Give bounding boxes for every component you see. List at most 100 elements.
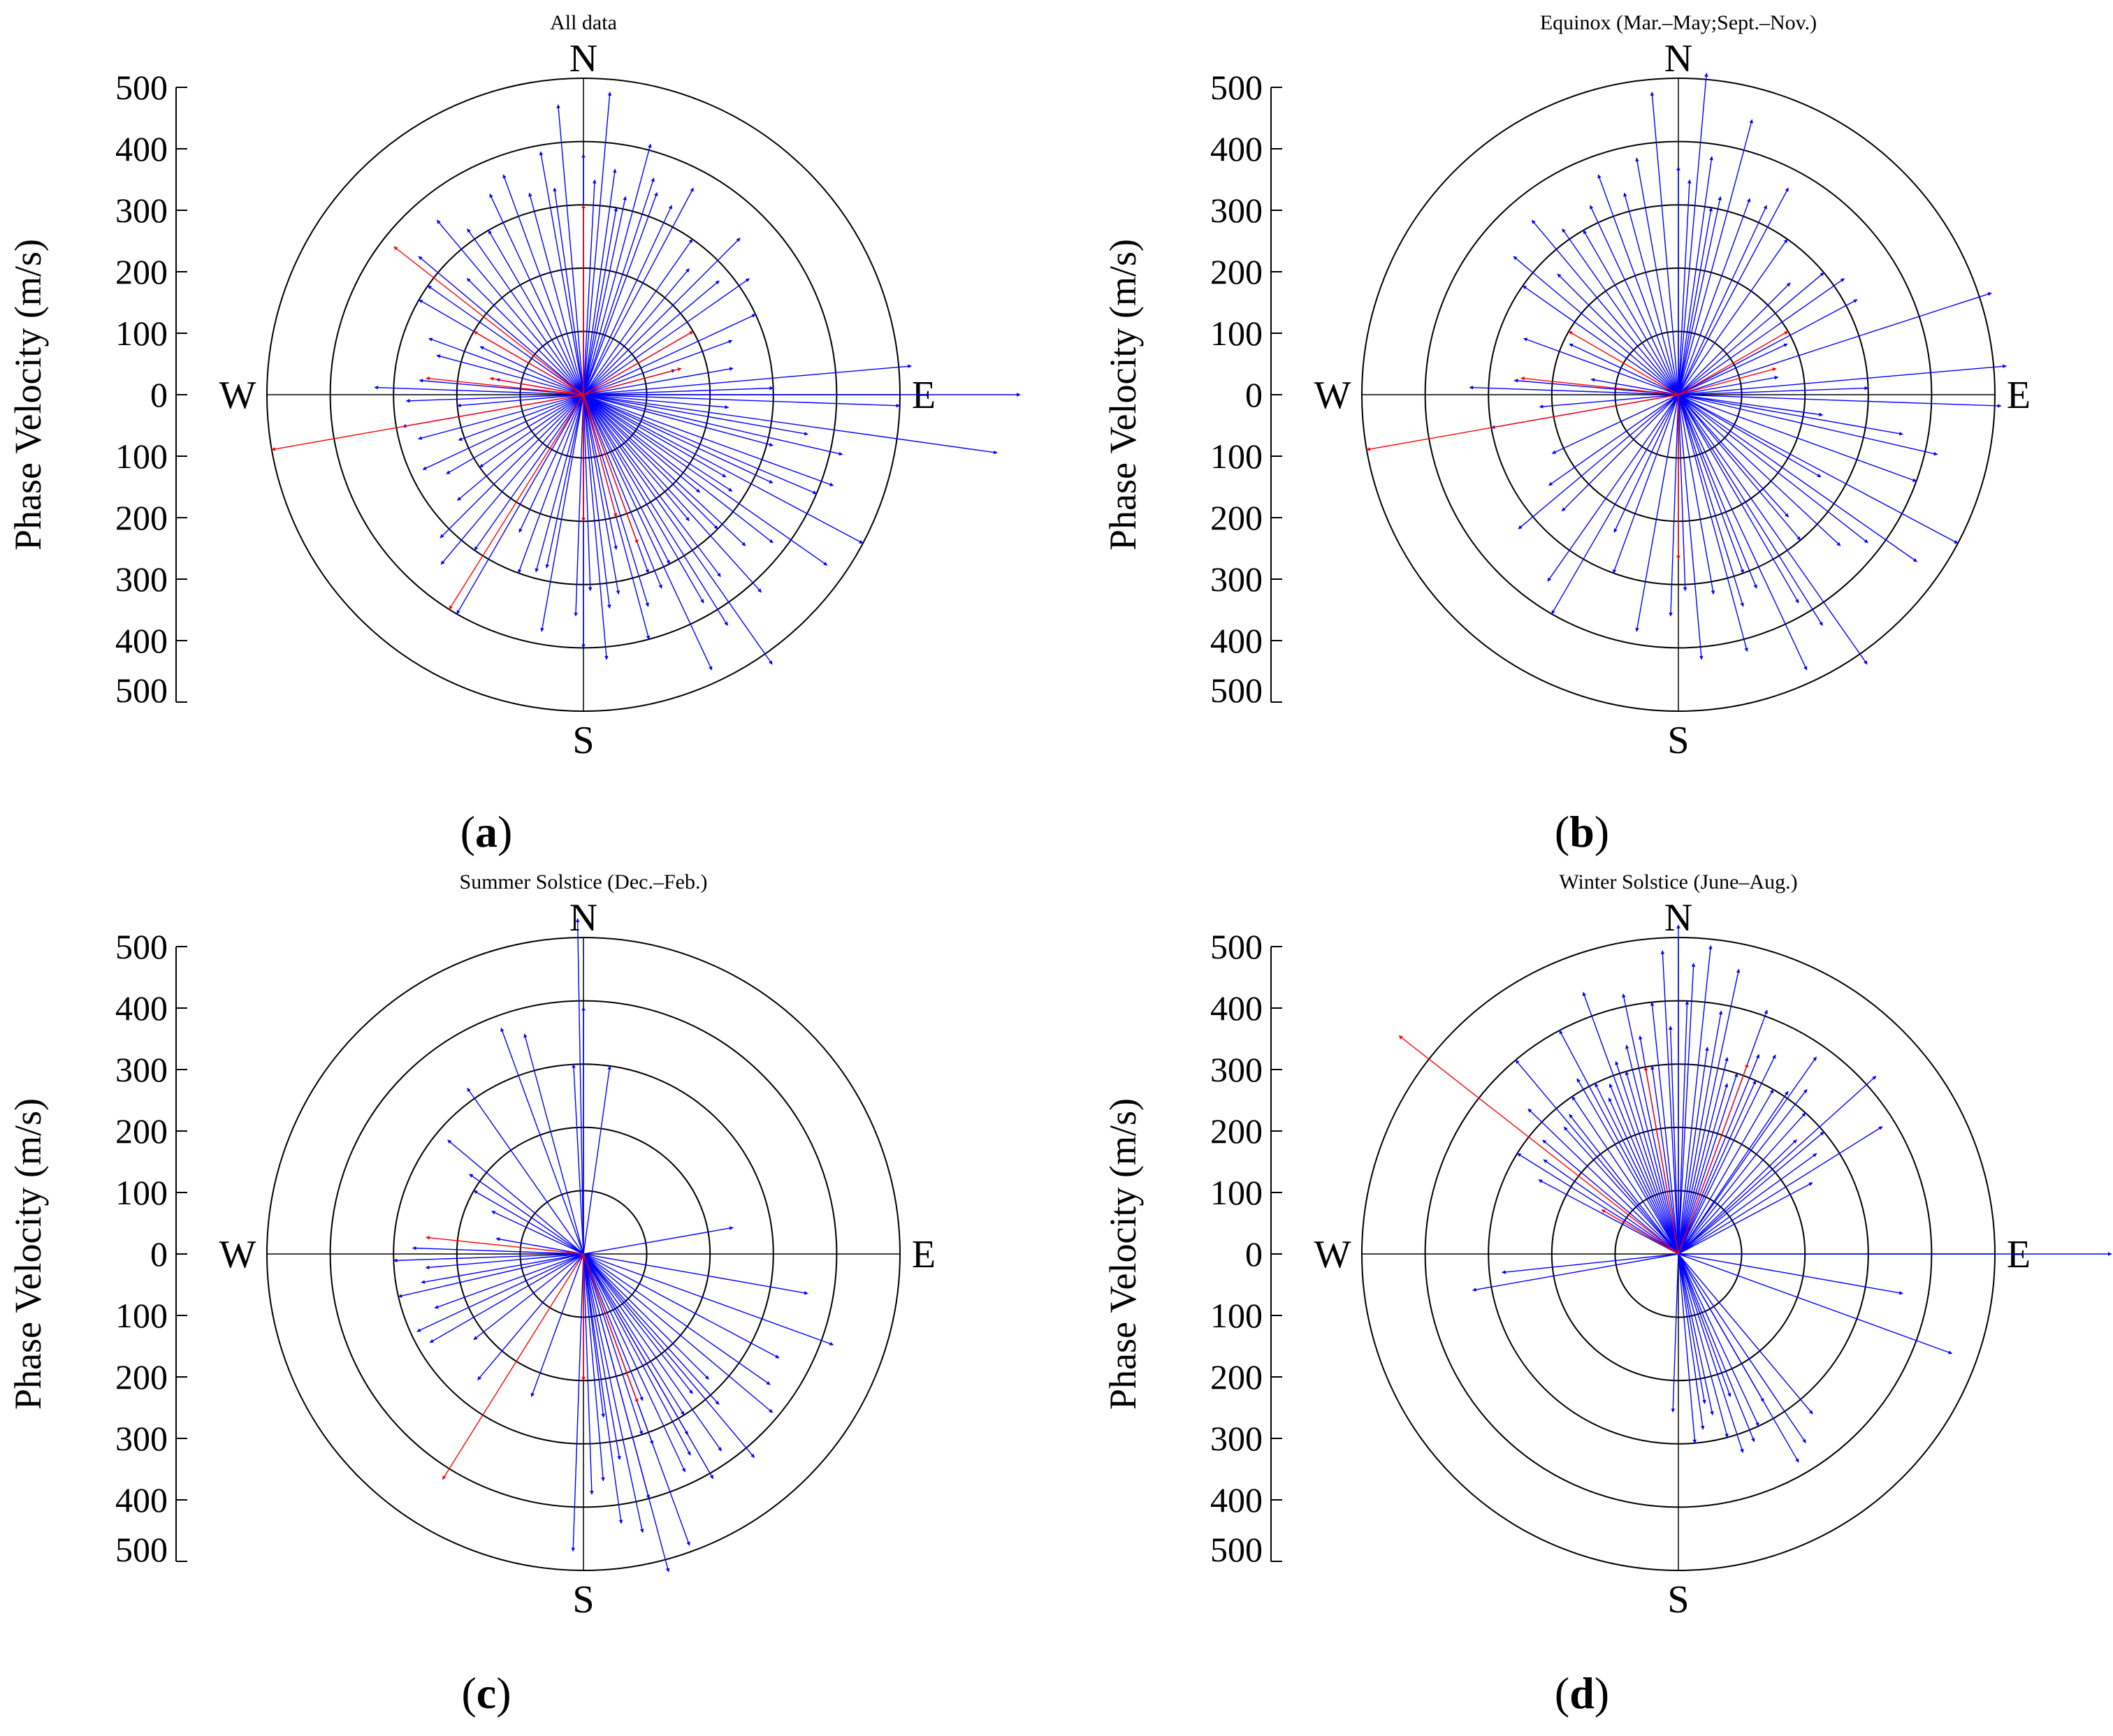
panel-a-ticks <box>176 87 187 703</box>
panel-c-tick-label: 100 <box>115 1296 168 1335</box>
panel-a-main-vector-74 <box>502 174 584 395</box>
panel-d-main-vector-18 <box>1571 1096 1679 1255</box>
panel-a-main-vector-48 <box>583 367 734 395</box>
panel-d-tick-labels: 500 400 300 200 100 0 100 200 300 400 50… <box>1210 927 1263 1569</box>
panel-b-main-vector-52 <box>1678 394 1823 626</box>
panel-a-main-vector-32 <box>583 394 774 447</box>
panel-c-main-vector-45 <box>583 1253 644 1401</box>
panel-c-tick-label: 400 <box>115 1480 168 1519</box>
panel-c-main-vector-11 <box>495 1237 584 1255</box>
panel-b-main-vector-40 <box>1678 205 1768 395</box>
panel-d-main-vector-26 <box>1542 1139 1679 1255</box>
panel-c-main-vector-8 <box>469 1174 584 1255</box>
panel-b-title: Equinox (Mar.–May;Sept.–Nov.) <box>1540 11 1817 34</box>
panel-b-main-vector-63 <box>1678 187 1789 395</box>
panel-d-plot <box>1361 924 2112 1571</box>
panel-a-north-label: N <box>569 37 597 80</box>
panel-b-ticks <box>1271 87 1282 703</box>
panel-c-main-vector-44 <box>583 1253 685 1415</box>
panel-a-tick-label: 500 <box>115 671 168 710</box>
panel-b-tick-label: 300 <box>1210 191 1263 230</box>
panel-a-main-vector-52 <box>583 394 808 436</box>
panel-b-main-vector-7 <box>1678 119 1753 395</box>
panel-b-main-vector-18 <box>1678 394 1822 478</box>
panel-d-tick-label: 300 <box>1210 1050 1263 1089</box>
panel-c-north-label: N <box>569 896 597 940</box>
panel-b-main-vector-26 <box>1678 394 1704 660</box>
panel-d-main-vector-35 <box>1678 1056 1817 1255</box>
panel-b-main-vector-20 <box>1678 394 1801 541</box>
panel-a-main-vector-65 <box>479 394 584 468</box>
panel-b-main-vector-2 <box>1635 157 1679 395</box>
panel-a-ylabel: Phase Velocity (m/s) <box>7 239 49 550</box>
panel-d-main-vector-36 <box>1559 1030 1679 1255</box>
panel-a-main-vector-63 <box>474 394 584 551</box>
panel-c-main-vector-23 <box>583 1226 734 1255</box>
panel-c-main-vector-20 <box>473 1253 584 1341</box>
panel-d-main-vector-63 <box>1678 1253 1799 1463</box>
panel-a-main-vector-9 <box>583 92 612 395</box>
panel-b-main-vector-47 <box>1678 386 1869 395</box>
panel-b-main-vector-48 <box>1469 385 1679 395</box>
panel-b-main-vector-6 <box>1562 228 1679 395</box>
panel-d-main-vector-67 <box>1502 1253 1679 1274</box>
panel-c-tick-label: 0 <box>150 1234 168 1274</box>
panel-d-outlier-vector-2 <box>1678 1063 1749 1255</box>
panel-d-main-vector-43 <box>1678 1046 1709 1255</box>
panel-a-main-vector-4 <box>489 194 584 395</box>
panel-b-main-vector-33 <box>1548 394 1679 486</box>
panel-d-main-vector-50 <box>1678 1253 1903 1295</box>
panel-c-label: (c) <box>461 1668 511 1718</box>
panel-b-main-vector-12 <box>1678 343 1788 395</box>
panel-b-main-vector-29 <box>1678 394 1917 562</box>
panel-d-main-vector-61 <box>1678 1253 1697 1444</box>
panel-c-main-vector-2 <box>572 1064 584 1255</box>
panel-a-main-vector-89 <box>583 394 746 546</box>
panel-c-main-vector-9 <box>473 1190 584 1255</box>
panel-a-main-vector-95 <box>574 394 584 617</box>
panel-b-main-vector-68 <box>1678 394 1744 607</box>
panel-b-main-vector-64 <box>1678 278 1845 395</box>
panel-b-main-vector-34 <box>1547 394 1679 582</box>
panel-a-tick-label: 400 <box>115 129 168 168</box>
panel-c-main-vector-16 <box>398 1253 584 1298</box>
panel-b-main-vector-15 <box>1590 378 1679 395</box>
panel-a-main-vector-58 <box>583 394 728 626</box>
panel-a-main-vector-91 <box>583 394 671 564</box>
panel-b-main-vector-44 <box>1522 285 1679 395</box>
panel-d-main-vector-12 <box>1609 1083 1679 1255</box>
panel-d-main-vector-47 <box>1678 1080 1757 1255</box>
panel-d-main-vector-3 <box>1678 944 1713 1255</box>
panel-b-main-vector-50 <box>1678 394 1959 544</box>
panel-a-main-vector-11 <box>466 277 584 395</box>
panel-b-tick-label: 0 <box>1245 375 1263 414</box>
panel-b-main-vector-59 <box>1531 219 1679 395</box>
panel-a-main-vector-54 <box>583 394 998 455</box>
panel-a-main-vector-3 <box>583 191 658 395</box>
panel-b-tick-label: 200 <box>1210 252 1263 291</box>
panel-d-main-vector-57 <box>1678 1253 1729 1438</box>
panel-d-main-vector-19 <box>1678 1088 1808 1255</box>
panel-a-main-vector-20 <box>583 394 718 530</box>
panel-a-main-vector-31 <box>583 394 774 484</box>
panel-a-main-vector-46 <box>427 285 584 395</box>
panel-d-outlier-vector-0 <box>1398 1035 1679 1255</box>
panel-c-main-vector-28 <box>583 1253 774 1413</box>
panel-a-main-vector-22 <box>583 394 704 604</box>
panel-a-main-vector-7 <box>583 143 652 395</box>
panel-b-main-vector-5 <box>1678 238 1788 395</box>
panel-d-main-vector-23 <box>1678 1139 1797 1255</box>
panel-c-main-vector-22 <box>530 1253 584 1397</box>
panel-b-main-vector-61 <box>1678 179 1692 395</box>
panel-d-main-vector-40 <box>1582 991 1679 1255</box>
panel-b-tick-label: 100 <box>1210 314 1263 353</box>
panel-c-main-vector-24 <box>583 1253 808 1295</box>
panel-a-main-vector-56 <box>583 394 774 544</box>
panel-d-main-vector-28 <box>1543 1159 1679 1255</box>
panel-d-tick-label: 200 <box>1210 1111 1263 1151</box>
panel-a-main-vector-26 <box>583 394 609 660</box>
panel-b: Equinox (Mar.–May;Sept.–Nov.) N S E W 50… <box>1102 11 2031 856</box>
panel-b-east-label: E <box>2007 374 2031 417</box>
panel-a-main-vector-80 <box>583 238 741 395</box>
